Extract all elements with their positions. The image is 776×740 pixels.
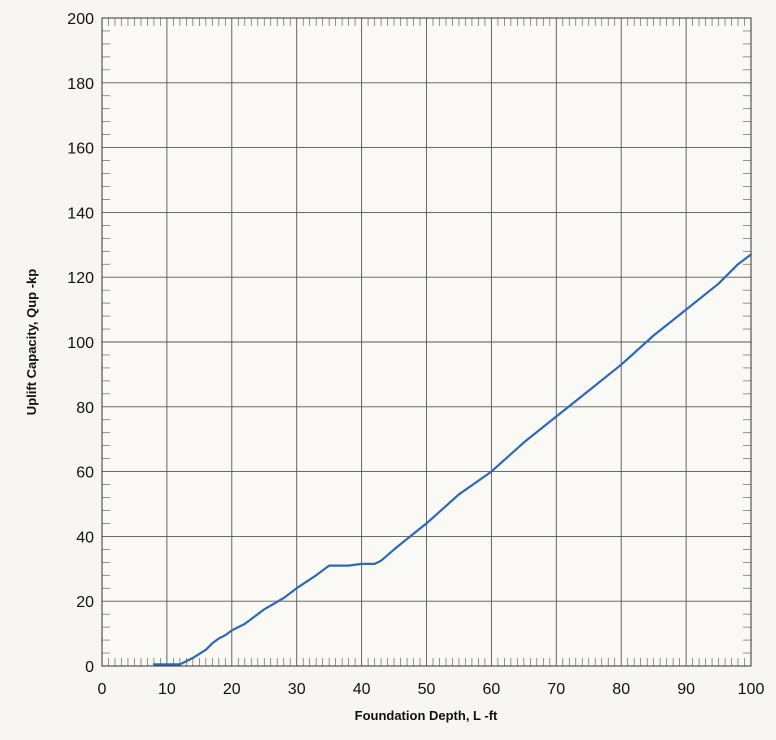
minor-tick-marks <box>102 18 751 666</box>
y-tick-labels: 0 20 40 60 80 100 120 140 160 180 200 <box>67 11 94 676</box>
x-axis-title: Foundation Depth, L -ft <box>355 708 498 723</box>
y-tick-label: 140 <box>67 205 94 222</box>
y-tick-label: 20 <box>76 594 94 611</box>
plot-frame <box>101 17 752 667</box>
y-tick-label: 120 <box>67 270 94 287</box>
grid-lines <box>102 18 751 666</box>
x-tick-label: 60 <box>483 681 501 698</box>
y-tick-label: 60 <box>76 465 94 482</box>
x-tick-label: 100 <box>738 681 765 698</box>
x-tick-label: 90 <box>677 681 695 698</box>
x-tick-label: 80 <box>612 681 630 698</box>
series-layer <box>152 253 753 666</box>
x-tick-label: 20 <box>223 681 241 698</box>
series-line <box>152 253 753 666</box>
x-tick-label: 40 <box>353 681 371 698</box>
y-tick-label: 160 <box>67 141 94 158</box>
x-tick-label: 30 <box>288 681 306 698</box>
x-tick-label: 10 <box>158 681 176 698</box>
y-tick-label: 100 <box>67 335 94 352</box>
x-tick-label: 70 <box>547 681 565 698</box>
x-tick-label: 50 <box>418 681 436 698</box>
y-tick-label: 200 <box>67 11 94 28</box>
x-tick-labels: 0 10 20 30 40 50 60 70 80 90 100 <box>98 681 765 698</box>
x-tick-label: 0 <box>98 681 107 698</box>
y-tick-label: 0 <box>85 659 94 676</box>
y-axis-title: Uplift Capacity, Qup -kp <box>24 269 39 415</box>
y-tick-label: 40 <box>76 529 94 546</box>
y-tick-label: 180 <box>67 76 94 93</box>
y-tick-label: 80 <box>76 400 94 417</box>
